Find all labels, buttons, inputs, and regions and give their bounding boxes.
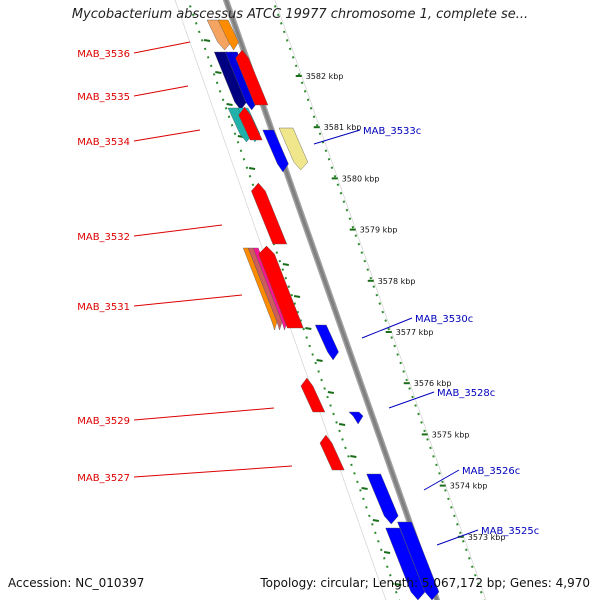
feature-block: [258, 245, 304, 329]
feature-block: [366, 473, 399, 525]
forward-track-tick: [372, 519, 380, 522]
gene-label-mab-3535: MAB_3535: [77, 92, 130, 103]
gene-label-mab-3530c: MAB_3530c: [415, 314, 473, 325]
gene-leader-line: [436, 529, 479, 546]
gene-leader-line: [423, 469, 460, 491]
feature-block: [235, 49, 269, 106]
gene-label-mab-3533c: MAB_3533c: [363, 126, 421, 137]
ruler-label: 3576 kbp: [414, 379, 452, 388]
label-layer: MAB_3536 MAB_3535 MAB_3534 MAB_3532 MAB_3531…: [77, 41, 539, 546]
gene-label-mab-3531: MAB_3531: [77, 302, 130, 313]
ruler-label: 3577 kbp: [396, 328, 434, 337]
forward-track-tick: [383, 551, 391, 554]
feature-block: [319, 434, 345, 471]
gene-label-mab-3526c: MAB_3526c: [462, 466, 520, 477]
feature-block: [217, 19, 239, 51]
feature-block: [314, 324, 339, 361]
ruler-label: 3578 kbp: [378, 277, 416, 286]
genome-summary-text: Topology: circular; Length: 5,067,172 bp…: [260, 576, 590, 590]
feature-block: [278, 127, 309, 171]
forward-track-tick: [226, 103, 233, 106]
forward-track-tick: [338, 423, 346, 426]
ruler-label: 3579 kbp: [360, 226, 398, 235]
gene-leader-line: [313, 129, 361, 145]
forward-track-tick: [282, 263, 289, 266]
gene-label-mab-3525c: MAB_3525c: [481, 526, 539, 537]
accession-text: Accession: NC_010397: [8, 576, 145, 590]
gene-leader-line: [133, 224, 223, 237]
feature-block: [300, 377, 326, 413]
track-layer: [174, 0, 487, 600]
feature-block: [213, 51, 247, 111]
gene-label-mab-3536: MAB_3536: [77, 49, 130, 60]
forward-track-tick: [327, 391, 334, 394]
feature-block: [348, 411, 364, 425]
ruler-label: 3575 kbp: [432, 430, 470, 439]
gene-leader-line: [133, 41, 191, 54]
gene-leader-line: [388, 391, 435, 409]
gene-label-mab-3528c: MAB_3528c: [437, 388, 495, 399]
forward-track-tick: [305, 327, 312, 330]
gene-label-mab-3527: MAB_3527: [77, 473, 130, 484]
gene-leader-line: [133, 407, 275, 421]
feature-block: [247, 247, 283, 331]
gene-label-mab-3529: MAB_3529: [77, 416, 130, 427]
gene-leader-line: [361, 317, 413, 339]
ruler-label: 3574 kbp: [450, 482, 488, 491]
forward-track-tick: [395, 583, 402, 586]
forward-track-tick: [316, 359, 323, 362]
feature-block: [224, 51, 258, 111]
feature-block: [252, 247, 288, 331]
feature-block: [397, 521, 440, 600]
ruler-label: 3582 kbp: [306, 72, 344, 81]
gene-leader-line: [133, 294, 243, 307]
feature-block: [242, 247, 278, 331]
forward-track-tick: [293, 295, 301, 298]
forward-track-tick: [248, 167, 256, 170]
feature-block: [238, 106, 263, 141]
gene-label-mab-3534: MAB_3534: [77, 137, 130, 148]
forward-track-tick: [361, 487, 368, 490]
feature-block: [385, 527, 426, 600]
ruler-layer: 3582 kbp 3581 kbp 3580 kbp 3579 kbp 3578 kbp…: [295, 72, 506, 542]
gene-leader-line: [133, 85, 189, 97]
gene-leader-line: [133, 465, 293, 478]
forward-track-tick: [203, 39, 211, 42]
ruler-label: 3573 kbp: [468, 533, 506, 542]
ruler-label: 3580 kbp: [342, 174, 380, 183]
feature-layer: [206, 19, 440, 600]
gene-leader-line: [133, 129, 201, 142]
forward-track-tick: [215, 71, 222, 74]
ruler-label: 3581 kbp: [324, 123, 362, 132]
forward-track-tick: [350, 455, 357, 458]
feature-block: [251, 182, 288, 245]
map-title: Mycobacterium abscessus ATCC 19977 chrom…: [71, 7, 529, 22]
gene-label-mab-3532: MAB_3532: [77, 232, 130, 243]
feature-block: [262, 129, 289, 173]
